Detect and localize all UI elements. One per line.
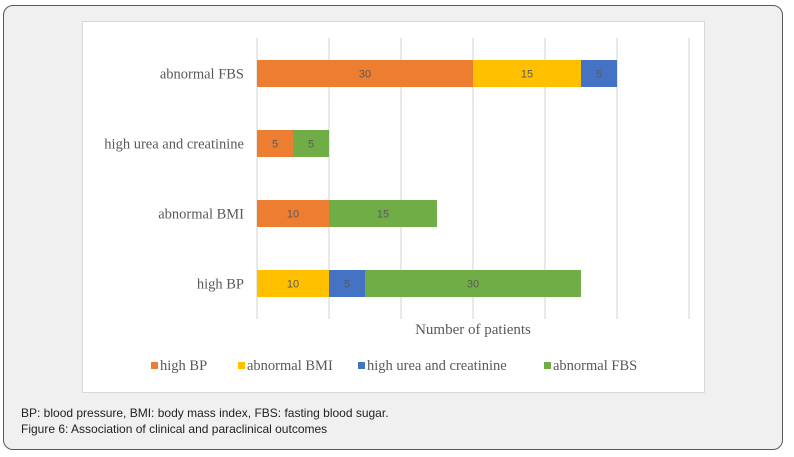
data-label-abnormal-bmi-abnormal-fbs: 15 [377, 209, 389, 221]
category-label-high-urea-and-creatinine: high urea and creatinine [104, 137, 244, 153]
data-label-high-urea-and-creatinine-high-bp: 5 [272, 139, 278, 151]
bar-abnormal-fbs-abnormal-bmi [473, 60, 581, 87]
data-label-high-urea-and-creatinine-abnormal-fbs: 5 [308, 139, 314, 151]
category-label-abnormal-bmi: abnormal BMI [158, 207, 244, 223]
legend-item-abnormal-fbs: abnormal FBS [544, 358, 637, 374]
legend-item-high-bp: high BP [151, 358, 207, 374]
legend-label-high-bp: high BP [160, 358, 207, 374]
data-label-abnormal-fbs-high-urea-and-creatinine: 5 [596, 69, 602, 81]
bar-abnormal-bmi-abnormal-fbs [329, 200, 437, 227]
bars: 10 5 30 10 15 5 5 30 15 5 [257, 60, 617, 297]
bar-high-bp-abnormal-fbs [365, 270, 581, 297]
bar-high-bp-high-urea-and-creatinine [329, 270, 365, 297]
data-label-high-bp-abnormal-fbs: 30 [467, 279, 479, 291]
caption-figure-title: Figure 6: Association of clinical and pa… [21, 422, 328, 436]
legend-label-abnormal-bmi: abnormal BMI [247, 358, 333, 374]
bar-high-bp-abnormal-bmi [257, 270, 329, 297]
legend: high BP abnormal BMI high urea and creatin… [151, 358, 637, 374]
legend-swatch-high-bp [151, 362, 158, 369]
legend-label-high-urea-and-creatinine: high urea and creatinine [367, 358, 507, 374]
data-label-abnormal-fbs-abnormal-bmi: 15 [521, 69, 533, 81]
category-labels: high BP abnormal BMI high urea and creatin… [104, 67, 244, 293]
category-label-high-bp: high BP [197, 277, 244, 293]
category-label-abnormal-fbs: abnormal FBS [160, 67, 244, 83]
x-axis-title: Number of patients [415, 322, 531, 338]
legend-label-abnormal-fbs: abnormal FBS [553, 358, 637, 374]
caption-abbreviations: BP: blood pressure, BMI: body mass index… [21, 406, 389, 420]
bar-abnormal-fbs-high-bp [257, 60, 473, 87]
legend-swatch-abnormal-bmi [238, 362, 245, 369]
bar-high-urea-and-creatinine-abnormal-fbs [293, 130, 329, 157]
legend-swatch-high-urea-and-creatinine [358, 362, 365, 369]
bar-abnormal-bmi-high-bp [257, 200, 329, 227]
data-label-high-bp-abnormal-bmi: 10 [287, 279, 299, 291]
legend-item-abnormal-bmi: abnormal BMI [238, 358, 333, 374]
legend-swatch-abnormal-fbs [544, 362, 551, 369]
legend-item-high-urea-and-creatinine: high urea and creatinine [358, 358, 507, 374]
data-label-abnormal-bmi-high-bp: 10 [287, 209, 299, 221]
bar-abnormal-fbs-high-urea-and-creatinine [581, 60, 617, 87]
data-label-abnormal-fbs-high-bp: 30 [359, 69, 371, 81]
bar-high-urea-and-creatinine-high-bp [257, 130, 293, 157]
data-label-high-bp-high-urea-and-creatinine: 5 [344, 279, 350, 291]
